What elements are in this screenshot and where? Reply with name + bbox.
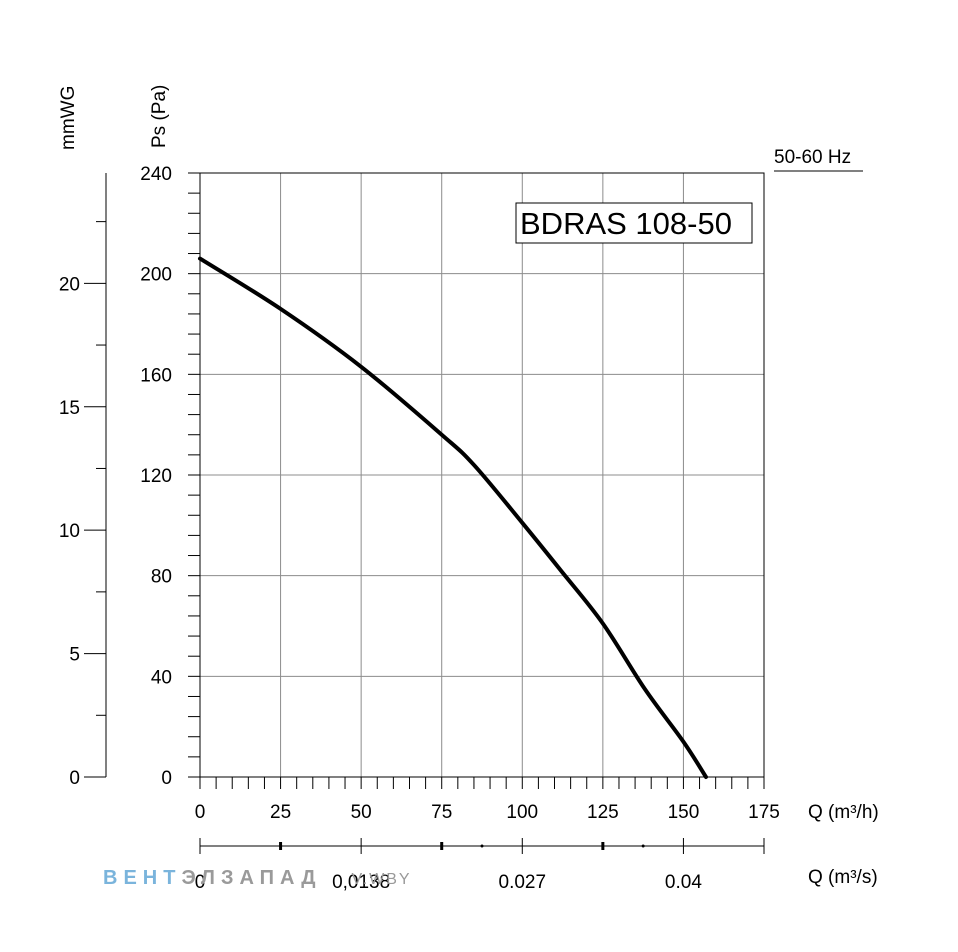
y2-tick-label: 0 [69,768,80,789]
y2-tick-label: 5 [69,645,80,666]
y-tick-label: 240 [140,164,172,185]
y2-tick-label: 15 [59,398,80,419]
x-tick-label: 150 [668,802,700,823]
x2-dot [641,844,645,848]
y-tick-label: 120 [140,466,172,487]
x-tick-label: 75 [431,802,452,823]
y-tick-label: 160 [140,365,172,386]
x-tick-label: 125 [587,802,619,823]
x-tick-label: 0 [195,802,206,823]
x-tick-label: 100 [506,802,538,823]
x2-tick-label: 0.04 [665,872,702,893]
watermark-part2: ЭЛЗАПАД [181,867,321,889]
frequency-label: 50-60 Hz [774,147,851,168]
fan-curve-line [198,256,708,779]
x2-tick-label: 0.027 [499,872,547,893]
y-axis-title: Ps (Pa) [149,85,170,148]
x-axis-ticks: 0 25 50 75 100 125 150 175 [195,777,780,823]
secondary-x-axis: 0 0,0138 0.027 0.04 [195,838,765,893]
secondary-y-axis: 0 5 10 15 20 [59,173,107,789]
x-tick-label: 175 [748,802,780,823]
y-tick-label: 40 [151,667,172,688]
watermark-part1: ВЕНТ [103,867,181,889]
y-tick-label: 0 [161,768,172,789]
x2-tick-label: 0 [195,872,206,893]
y-tick-label: 80 [151,567,172,588]
x2-axis-title: Q (m³/s) [808,867,878,888]
y2-tick-label: 20 [59,274,80,295]
fan-curve [198,256,708,779]
watermark: ВЕНТЭЛЗАПАД V.WBY [103,867,412,889]
model-title: BDRAS 108-50 [520,206,732,241]
y2-tick-label: 10 [59,521,80,542]
x-axis-title: Q (m³/h) [808,802,879,823]
x-tick-label: 25 [270,802,291,823]
watermark-domain: V.WBY [351,871,411,888]
y-axis-ticks: 0 40 80 120 160 200 240 [140,164,200,789]
y2-axis-title: mmWG [58,86,79,150]
y-tick-label: 200 [140,265,172,286]
x2-tick-label: 0,0138 [332,872,390,893]
model-title-box [515,202,753,244]
x-tick-label: 50 [351,802,372,823]
x2-dot [480,844,484,848]
